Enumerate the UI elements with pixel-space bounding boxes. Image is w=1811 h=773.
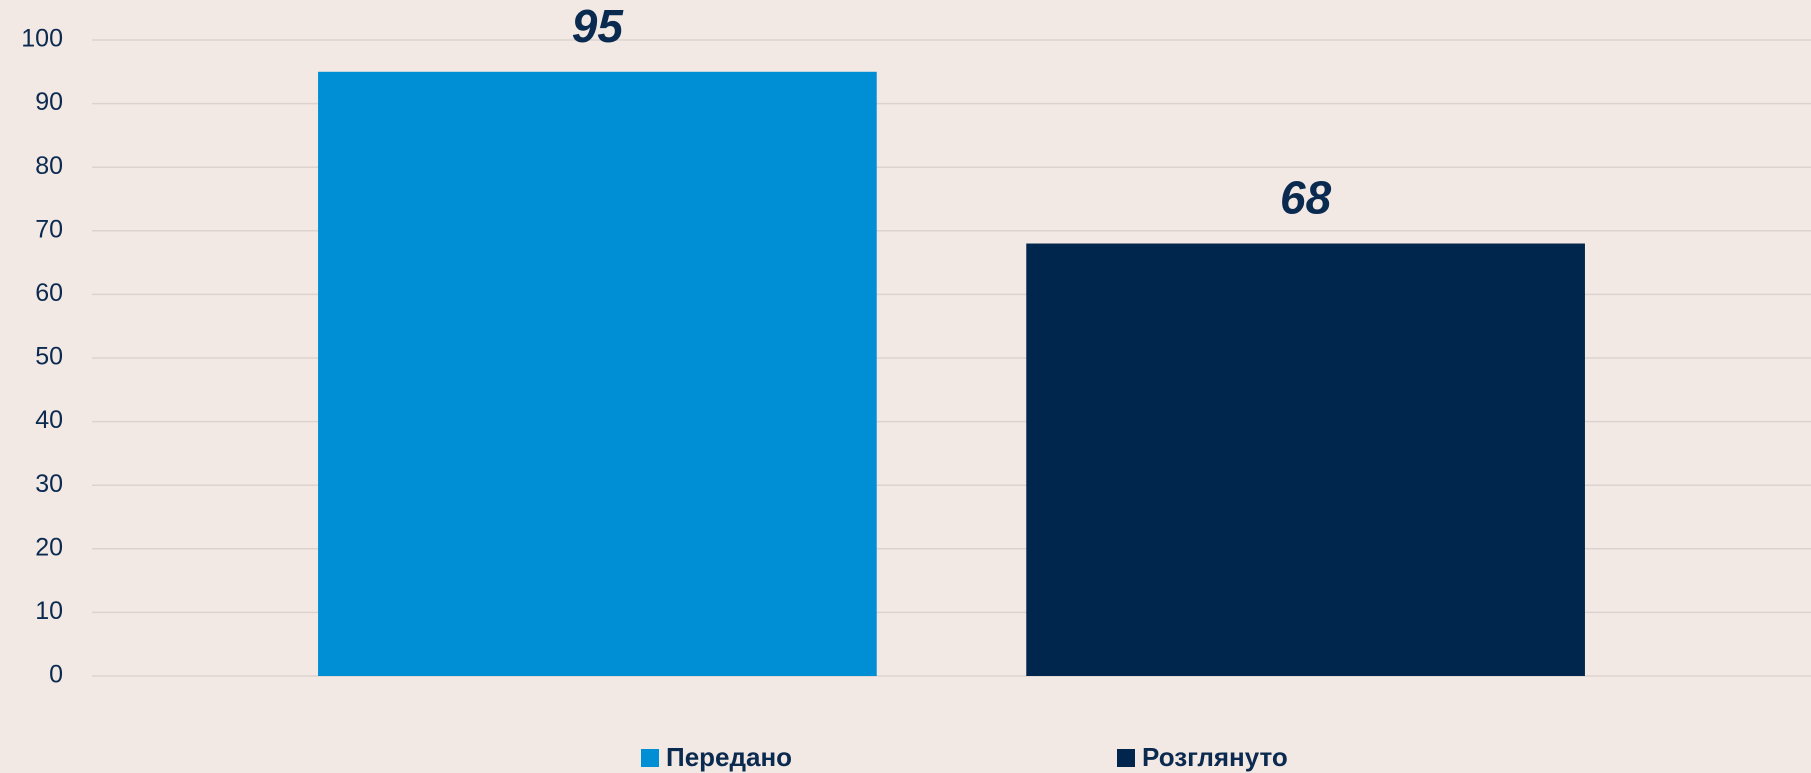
y-tick-label: 60: [35, 279, 63, 307]
legend-label: Передано: [666, 742, 792, 772]
bar: [318, 71, 877, 677]
y-tick-label: 20: [35, 533, 63, 561]
y-tick-label: 10: [35, 597, 63, 625]
value-label: 95: [572, 0, 625, 52]
y-tick-label: 80: [35, 152, 63, 180]
y-tick-label: 40: [35, 406, 63, 434]
y-tick-label: 50: [35, 343, 63, 371]
y-tick-label: 100: [21, 25, 63, 53]
legend-swatch: [641, 749, 659, 767]
value-label: 68: [1280, 172, 1332, 224]
legend-swatch: [1117, 749, 1135, 767]
y-tick-label: 90: [35, 88, 63, 116]
bar: [1026, 243, 1585, 676]
y-tick-label: 70: [35, 215, 63, 243]
legend-label: Розглянуто: [1142, 742, 1288, 772]
y-tick-label: 0: [49, 661, 63, 689]
y-tick-label: 30: [35, 470, 63, 498]
